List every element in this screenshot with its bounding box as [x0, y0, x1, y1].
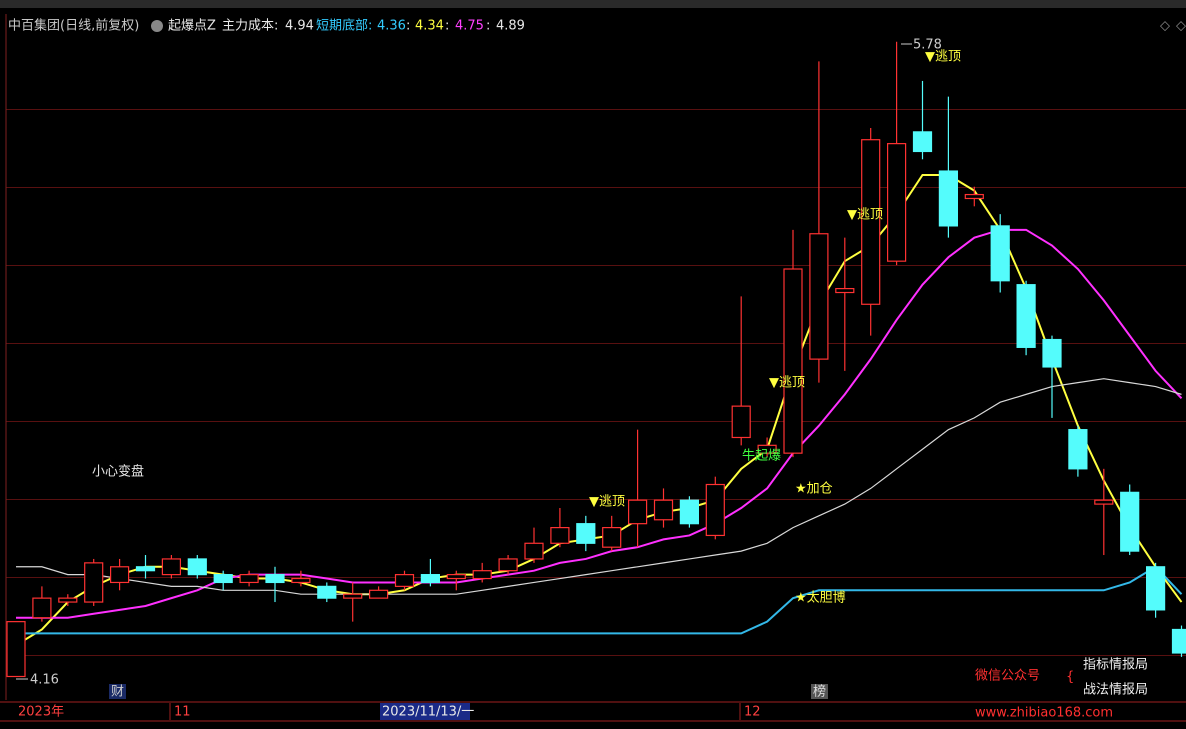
candle-body — [964, 193, 984, 200]
candle-body — [187, 558, 207, 576]
annotation: 小心变盘 — [92, 464, 144, 480]
bottom-value: 4.89 — [496, 19, 525, 34]
candle-body — [886, 143, 907, 262]
candle-body — [239, 574, 259, 584]
candle-body — [576, 523, 596, 544]
candle-body — [58, 597, 78, 603]
candle-body — [84, 562, 104, 603]
annotation: ▼逃顶 — [769, 376, 805, 391]
annotation: ▼逃顶 — [847, 208, 883, 223]
icon[interactable]: ◇ — [1160, 19, 1170, 34]
candle-body — [938, 170, 959, 227]
indicator-name: 起爆点Z — [168, 19, 216, 34]
candle-body — [135, 566, 156, 572]
badge[interactable] — [811, 684, 828, 699]
candle-body — [912, 131, 933, 153]
watermark: 指标情报局 — [1083, 658, 1148, 673]
candle-body — [990, 225, 1010, 282]
candle-body — [524, 542, 544, 560]
badge[interactable] — [109, 684, 126, 699]
candle-body — [550, 527, 570, 544]
min-price: 4.16 — [30, 673, 59, 688]
annotation: ▼逃顶 — [925, 50, 961, 65]
annotation: ▼逃顶 — [589, 495, 625, 510]
candle-body — [6, 621, 26, 678]
candle-body — [420, 574, 440, 584]
candle-body — [1171, 628, 1186, 654]
watermark: 微信公众号 — [975, 669, 1040, 684]
stock-title: 中百集团(日线,前复权) — [8, 18, 139, 34]
main-cost-value: 4.94 — [285, 19, 314, 34]
time-label: 2023/11/13/一 — [382, 705, 474, 720]
candle-body — [679, 499, 700, 525]
candle-body — [446, 574, 466, 580]
indicator-line — [16, 565, 1183, 635]
candle-body — [291, 577, 311, 584]
badge-text: 财 — [111, 685, 124, 700]
candle-body — [705, 483, 725, 537]
candle-body — [498, 558, 518, 572]
max-price: 5.78 — [913, 38, 942, 53]
candle-body — [653, 499, 674, 521]
candle-body — [213, 574, 233, 584]
menu-strip — [0, 0, 1186, 8]
candle-body — [1094, 499, 1114, 505]
plot — [6, 41, 1186, 678]
brace: { — [1066, 670, 1074, 685]
annotation: ★加仓 — [795, 482, 833, 497]
time-label: 12 — [744, 705, 761, 720]
candle-body — [343, 593, 363, 599]
icon[interactable]: ◇ — [1176, 19, 1186, 34]
bottom-label: 短期底部: — [316, 18, 372, 34]
candle-body — [265, 574, 285, 584]
candle-body — [109, 566, 130, 584]
candle-body — [783, 268, 803, 454]
indicator-line — [16, 228, 1183, 619]
candle-body — [369, 589, 389, 599]
watermark-url: www.zhibiao168.com — [975, 706, 1113, 721]
badge-text: 榜 — [813, 684, 826, 700]
candle-body — [1042, 338, 1062, 368]
candle-body — [394, 574, 415, 587]
separator: : — [445, 19, 449, 34]
candle-body — [1145, 566, 1166, 611]
candle-body — [757, 444, 777, 454]
time-label: 11 — [174, 705, 191, 720]
cursor-date — [380, 703, 470, 720]
candle-body — [1016, 284, 1036, 348]
candle-body — [627, 499, 648, 525]
watermark: 战法情报局 — [1083, 683, 1148, 698]
indicator-line — [15, 173, 1183, 647]
time-axis — [0, 702, 1186, 729]
bottom-value: 4.75 — [455, 19, 484, 34]
separator: : — [486, 19, 490, 34]
time-label: 2023年 — [18, 705, 64, 720]
candle-body — [32, 597, 52, 619]
candle-body — [1120, 491, 1140, 552]
candle-body — [731, 405, 751, 439]
candle-body — [317, 585, 337, 599]
annotation: 牛起爆 — [742, 449, 781, 464]
candle-body — [161, 558, 181, 576]
bottom-value: 4.36 — [377, 19, 406, 34]
bottom-value: 4.34 — [415, 19, 444, 34]
indicator-icon[interactable] — [151, 20, 163, 32]
candle-body — [602, 527, 622, 548]
candle-body — [835, 287, 855, 294]
annotation: ★太胆博 — [795, 591, 846, 606]
indicator-line — [16, 378, 1182, 595]
candle-body — [1068, 429, 1088, 470]
separator: : — [406, 19, 410, 34]
candle-body — [861, 139, 881, 305]
candle-body — [809, 233, 829, 360]
main-cost-label: 主力成本: — [222, 19, 278, 34]
candle-body — [472, 570, 492, 580]
